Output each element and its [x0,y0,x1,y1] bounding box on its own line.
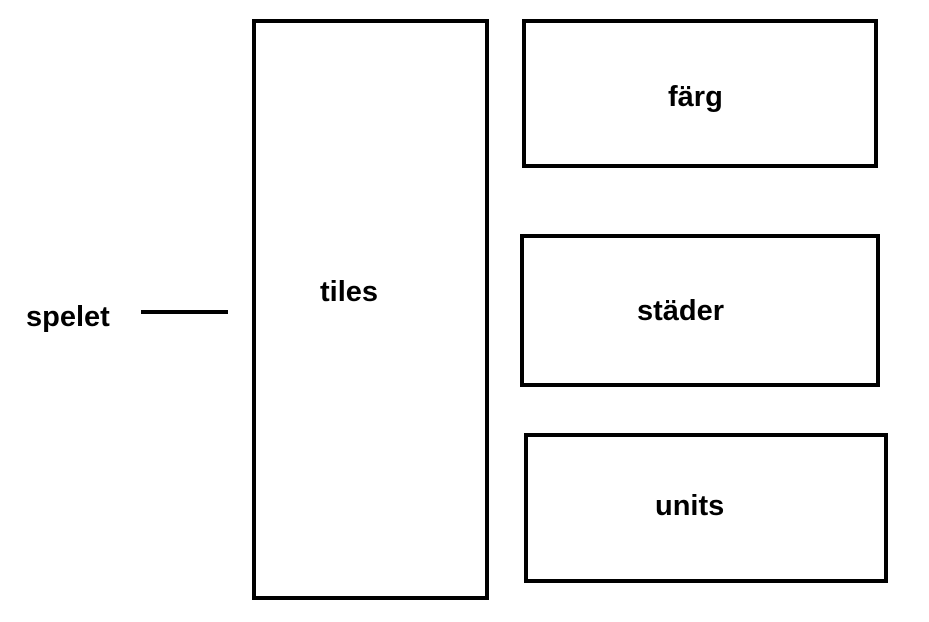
connector-line [141,310,228,314]
units-box [524,433,888,583]
stader-label: städer [637,295,725,327]
root-label-spelet: spelet [26,301,110,333]
farg-label: färg [668,81,723,113]
farg-box [522,19,878,168]
tiles-box [252,19,489,600]
tiles-label: tiles [320,276,379,308]
stader-box [520,234,880,387]
units-label: units [655,490,725,522]
